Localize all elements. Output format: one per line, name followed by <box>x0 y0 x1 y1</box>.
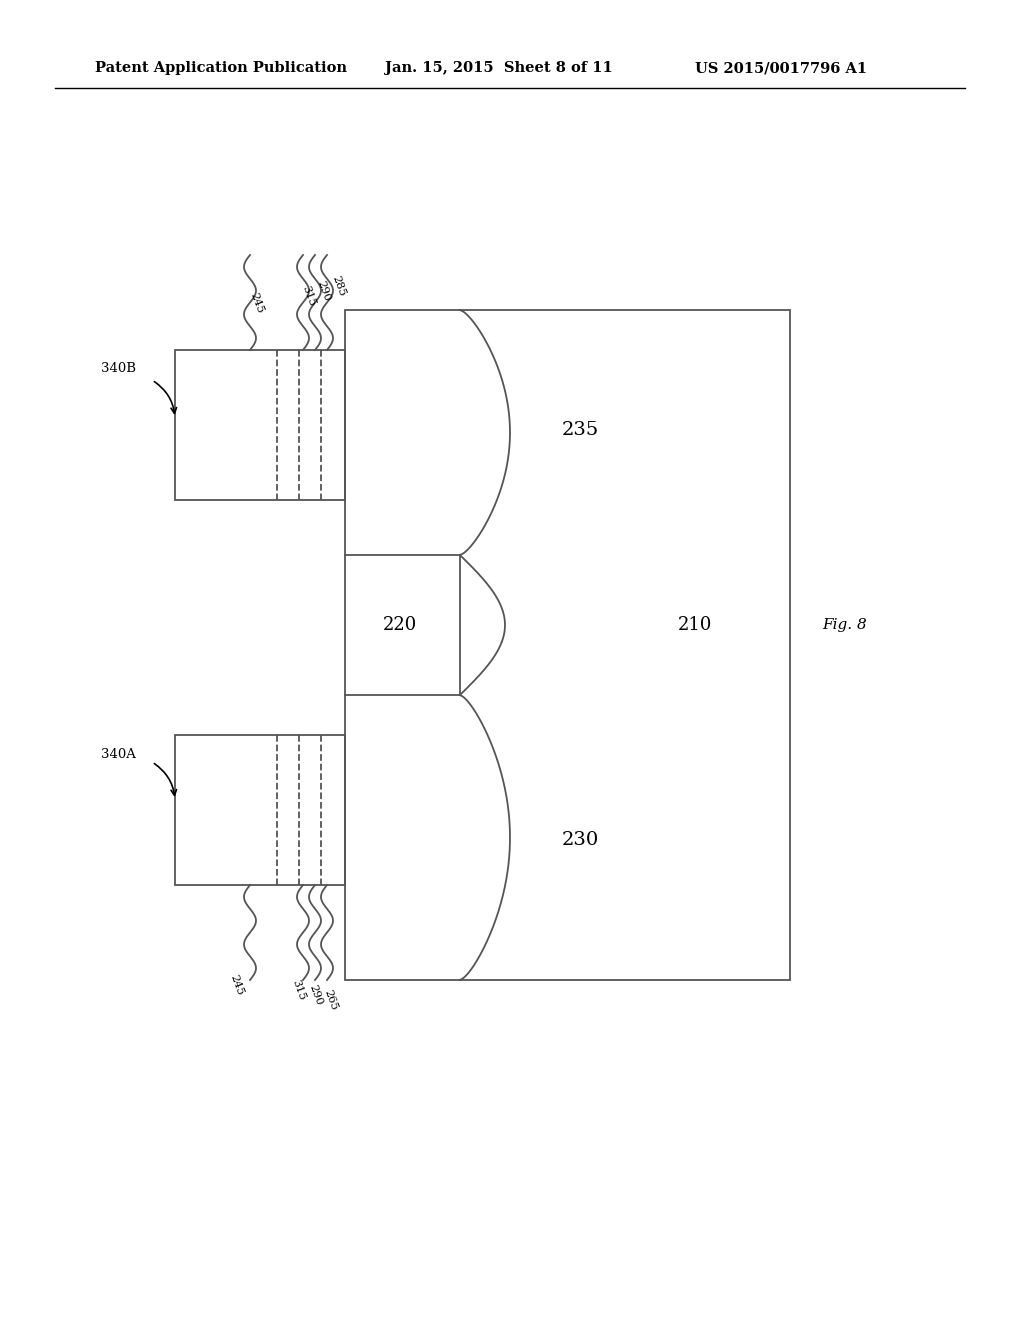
Text: 315: 315 <box>300 285 316 308</box>
Bar <box>175 350 345 500</box>
Text: Patent Application Publication: Patent Application Publication <box>95 61 347 75</box>
Bar <box>175 735 345 884</box>
Text: 210: 210 <box>678 616 712 634</box>
Text: 290: 290 <box>315 280 332 304</box>
Text: Fig. 8: Fig. 8 <box>822 618 867 632</box>
Text: 265: 265 <box>322 987 339 1011</box>
Bar <box>345 310 790 979</box>
Text: 230: 230 <box>561 832 599 849</box>
Text: 245: 245 <box>228 973 245 997</box>
Text: 245: 245 <box>248 292 265 315</box>
Text: 235: 235 <box>561 421 599 440</box>
Text: 340A: 340A <box>100 748 135 762</box>
Text: 220: 220 <box>383 616 417 634</box>
Text: US 2015/0017796 A1: US 2015/0017796 A1 <box>695 61 867 75</box>
Text: 290: 290 <box>307 983 324 1007</box>
Text: 340B: 340B <box>100 362 135 375</box>
Text: Jan. 15, 2015  Sheet 8 of 11: Jan. 15, 2015 Sheet 8 of 11 <box>385 61 612 75</box>
Text: 315: 315 <box>290 978 307 1002</box>
Text: 285: 285 <box>330 275 347 298</box>
